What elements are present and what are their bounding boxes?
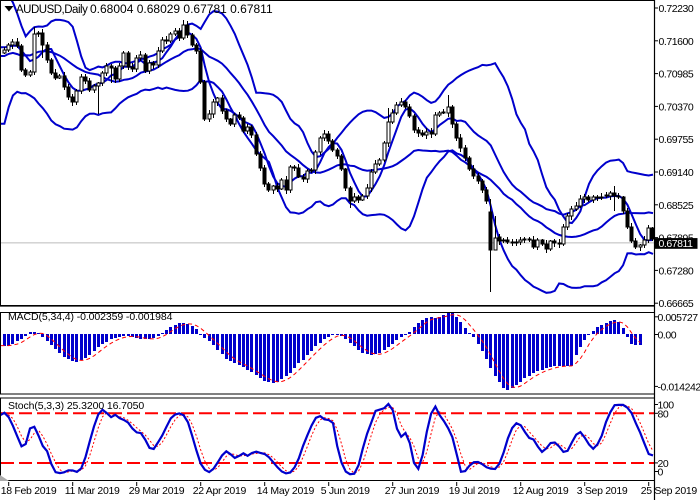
svg-text:0.67811: 0.67811 bbox=[659, 238, 694, 250]
svg-text:0.005727: 0.005727 bbox=[658, 312, 699, 324]
svg-text:5 Jun 2019: 5 Jun 2019 bbox=[321, 485, 370, 497]
svg-text:0.00: 0.00 bbox=[658, 330, 677, 342]
svg-text:11 Mar 2019: 11 Mar 2019 bbox=[65, 485, 120, 497]
svg-text:MACD(5,34,4) -0.002359 -0.0019: MACD(5,34,4) -0.002359 -0.001984 bbox=[8, 311, 173, 323]
svg-text:0.70985: 0.70985 bbox=[659, 69, 694, 81]
svg-text:0.69140: 0.69140 bbox=[659, 167, 694, 179]
svg-text:AUDUSD,Daily: AUDUSD,Daily bbox=[16, 4, 88, 16]
svg-text:20: 20 bbox=[658, 458, 669, 470]
svg-text:14 May 2019: 14 May 2019 bbox=[257, 485, 315, 497]
svg-text:19 Jul 2019: 19 Jul 2019 bbox=[449, 485, 500, 497]
svg-text:29 Mar 2019: 29 Mar 2019 bbox=[129, 485, 185, 497]
svg-text:3 Sep 2019: 3 Sep 2019 bbox=[577, 485, 628, 497]
svg-text:80: 80 bbox=[658, 408, 669, 420]
svg-text:0.66665: 0.66665 bbox=[659, 298, 694, 310]
svg-text:27 Jun 2019: 27 Jun 2019 bbox=[385, 485, 440, 497]
svg-text:-0.014242: -0.014242 bbox=[658, 381, 700, 393]
svg-text:0: 0 bbox=[658, 467, 664, 479]
svg-text:18 Feb 2019: 18 Feb 2019 bbox=[1, 485, 57, 497]
svg-text:0.71600: 0.71600 bbox=[659, 36, 694, 48]
svg-text:100: 100 bbox=[658, 400, 675, 412]
svg-text:0.69755: 0.69755 bbox=[659, 134, 694, 146]
svg-text:12 Aug 2019: 12 Aug 2019 bbox=[513, 485, 569, 497]
svg-text:0.68004 0.68029 0.67781 0.6781: 0.68004 0.68029 0.67781 0.67811 bbox=[90, 2, 273, 16]
svg-text:Stoch(5,3,3) 25.3200 16.7050: Stoch(5,3,3) 25.3200 16.7050 bbox=[8, 400, 144, 412]
svg-text:0.72230: 0.72230 bbox=[659, 3, 694, 15]
svg-text:0.67280: 0.67280 bbox=[659, 265, 694, 277]
svg-text:0.70370: 0.70370 bbox=[659, 101, 694, 113]
svg-text:25 Sep 2019: 25 Sep 2019 bbox=[641, 485, 698, 497]
svg-text:22 Apr 2019: 22 Apr 2019 bbox=[193, 485, 247, 497]
svg-text:0.68525: 0.68525 bbox=[659, 200, 694, 212]
